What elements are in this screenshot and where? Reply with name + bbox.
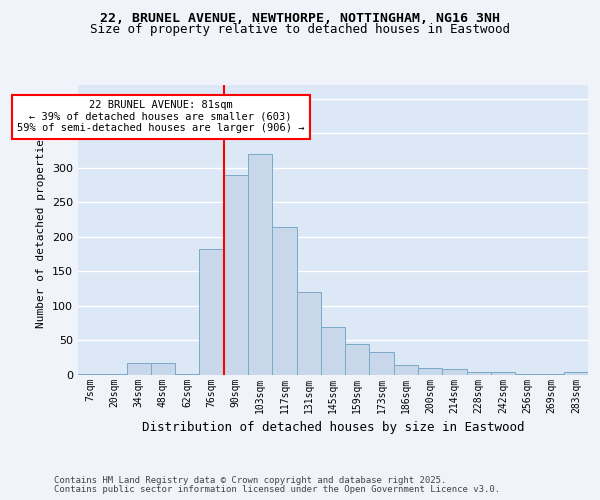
Bar	[78, 374, 102, 375]
Bar	[345, 344, 370, 375]
X-axis label: Distribution of detached houses by size in Eastwood: Distribution of detached houses by size …	[142, 422, 524, 434]
Bar	[515, 374, 539, 375]
Bar	[321, 326, 345, 375]
Bar	[370, 352, 394, 375]
Bar	[491, 372, 515, 375]
Text: Contains HM Land Registry data © Crown copyright and database right 2025.: Contains HM Land Registry data © Crown c…	[54, 476, 446, 485]
Text: 22 BRUNEL AVENUE: 81sqm
← 39% of detached houses are smaller (603)
59% of semi-d: 22 BRUNEL AVENUE: 81sqm ← 39% of detache…	[17, 100, 304, 134]
Bar	[151, 362, 175, 375]
Bar	[467, 372, 491, 375]
Bar	[175, 374, 199, 375]
Bar	[224, 175, 248, 375]
Bar	[539, 374, 564, 375]
Bar	[296, 292, 321, 375]
Bar	[442, 370, 467, 375]
Bar	[199, 248, 224, 375]
Bar	[394, 364, 418, 375]
Y-axis label: Number of detached properties: Number of detached properties	[37, 132, 46, 328]
Bar	[248, 154, 272, 375]
Bar	[272, 226, 296, 375]
Bar	[418, 368, 442, 375]
Text: Size of property relative to detached houses in Eastwood: Size of property relative to detached ho…	[90, 22, 510, 36]
Text: Contains public sector information licensed under the Open Government Licence v3: Contains public sector information licen…	[54, 485, 500, 494]
Bar	[127, 362, 151, 375]
Bar	[564, 372, 588, 375]
Text: 22, BRUNEL AVENUE, NEWTHORPE, NOTTINGHAM, NG16 3NH: 22, BRUNEL AVENUE, NEWTHORPE, NOTTINGHAM…	[100, 12, 500, 26]
Bar	[102, 374, 127, 375]
